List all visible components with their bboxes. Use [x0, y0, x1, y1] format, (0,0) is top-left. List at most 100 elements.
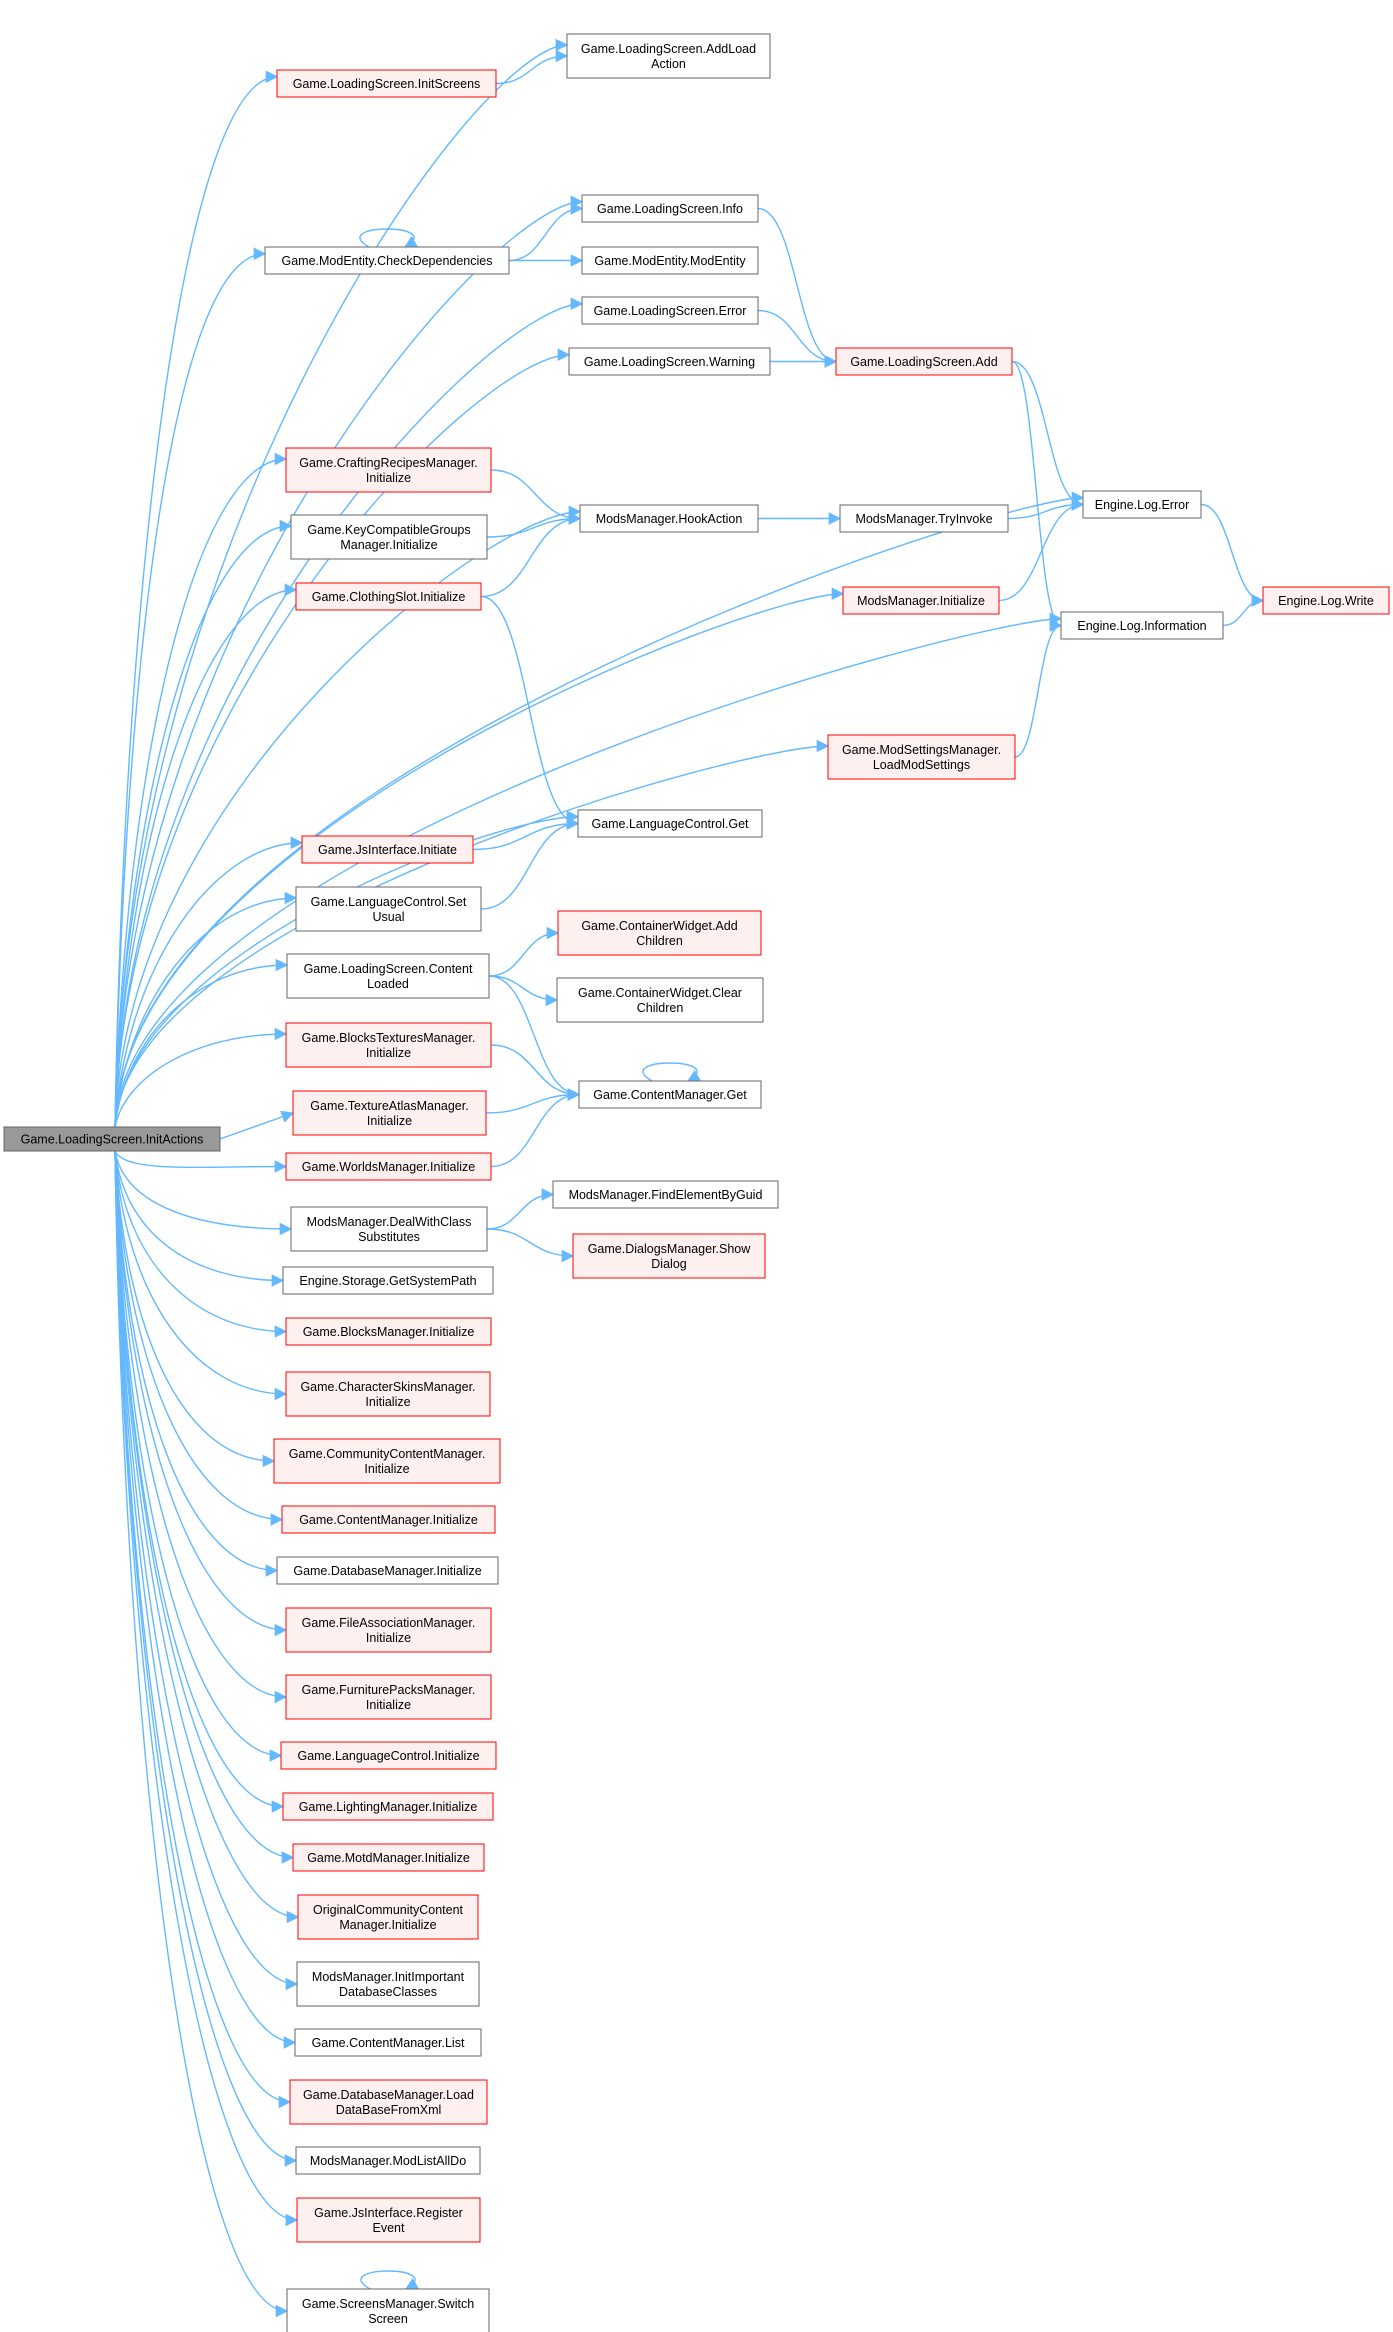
edge-modsInit-to-logError — [998, 498, 1085, 602]
edge-root-to-langInit — [114, 1150, 283, 1762]
node-box — [295, 582, 482, 611]
node-storage[interactable]: Engine.Storage.GetSystemPath — [282, 1266, 494, 1295]
edge-crafting-to-hookAction — [490, 469, 582, 525]
node-lsInfo[interactable]: Game.LoadingScreen.Info — [581, 194, 759, 223]
edge-lsInfo-to-lsAdd — [757, 207, 838, 368]
node-label: Game.LoadingScreen.Info — [597, 202, 743, 216]
node-lsAdd[interactable]: Game.LoadingScreen.Add — [835, 347, 1013, 376]
node-label: LoadModSettings — [873, 758, 970, 772]
node-modEntity[interactable]: Game.ModEntity.ModEntity — [581, 246, 759, 275]
node-label: Game.JsInterface.Initiate — [318, 843, 457, 857]
node-box — [568, 347, 771, 376]
edge-root-to-contentLoaded — [114, 958, 289, 1128]
node-blocksTex[interactable]: Game.BlocksTexturesManager.Initialize — [285, 1022, 492, 1068]
node-cmInit[interactable]: Game.ContentManager.Initialize — [281, 1505, 496, 1534]
node-box — [579, 504, 759, 533]
node-box — [281, 1505, 496, 1534]
edge-checkDeps-to-checkDeps — [359, 228, 418, 248]
node-box — [581, 296, 759, 325]
node-initScreens[interactable]: Game.LoadingScreen.InitScreens — [276, 69, 497, 98]
node-label: ModsManager.Initialize — [857, 594, 985, 608]
edge-contentLoaded-to-cwAdd — [488, 926, 560, 977]
edge-root-to-charSkins — [114, 1150, 288, 1401]
node-dbInit[interactable]: Game.DatabaseManager.Initialize — [276, 1556, 499, 1585]
node-origCommunity[interactable]: OriginalCommunityContentManager.Initiali… — [297, 1894, 479, 1940]
node-label: ModsManager.InitImportant — [312, 1970, 465, 1984]
node-label: Engine.Log.Write — [1278, 594, 1374, 608]
node-findGuid[interactable]: ModsManager.FindElementByGuid — [552, 1180, 779, 1209]
edge-root-to-logInfo — [114, 612, 1063, 1128]
node-keyCompat[interactable]: Game.KeyCompatibleGroupsManager.Initiali… — [290, 514, 488, 560]
edge-clothing-to-hookAction — [480, 512, 582, 598]
edge-root-to-keyCompat — [114, 519, 293, 1128]
node-label: Event — [373, 2221, 405, 2235]
edge-root-to-jsRegister — [114, 1150, 299, 2227]
node-hookAction[interactable]: ModsManager.HookAction — [579, 504, 759, 533]
node-modListAll[interactable]: ModsManager.ModListAllDo — [295, 2146, 481, 2175]
node-label: Game.LoadingScreen.Warning — [584, 355, 755, 369]
node-texAtlas[interactable]: Game.TextureAtlasManager.Initialize — [292, 1090, 487, 1136]
node-logError[interactable]: Engine.Log.Error — [1082, 490, 1202, 519]
node-root[interactable]: Game.LoadingScreen.InitActions — [3, 1126, 221, 1152]
node-label: ModsManager.DealWithClass — [307, 1215, 472, 1229]
node-label: Substitutes — [358, 1230, 420, 1244]
edge-lsError-to-lsAdd — [757, 309, 838, 368]
node-modSettings[interactable]: Game.ModSettingsManager.LoadModSettings — [827, 734, 1016, 780]
node-label: Game.FileAssociationManager. — [302, 1616, 476, 1630]
node-cmGet[interactable]: Game.ContentManager.Get — [578, 1080, 762, 1109]
node-box — [842, 586, 1000, 615]
edge-blocksTex-to-cmGet — [490, 1044, 581, 1101]
node-label: Game.ClothingSlot.Initialize — [312, 590, 466, 604]
node-box — [286, 953, 490, 999]
node-tryInvoke[interactable]: ModsManager.TryInvoke — [839, 504, 1009, 533]
node-worlds[interactable]: Game.WorldsManager.Initialize — [285, 1152, 492, 1181]
node-label: Game.DatabaseManager.Initialize — [293, 1564, 481, 1578]
node-box — [286, 2288, 490, 2332]
node-clothing[interactable]: Game.ClothingSlot.Initialize — [295, 582, 482, 611]
node-langInit[interactable]: Game.LanguageControl.Initialize — [280, 1741, 497, 1770]
node-box — [296, 2197, 481, 2243]
edge-root-to-cmInit — [114, 1150, 284, 1526]
node-box — [285, 1674, 492, 1720]
node-blocksMgr[interactable]: Game.BlocksManager.Initialize — [285, 1317, 492, 1346]
node-label: Game.ScreensManager.Switch — [302, 2297, 474, 2311]
edge-root-to-checkDeps — [114, 247, 267, 1128]
node-cmList[interactable]: Game.ContentManager.List — [294, 2028, 482, 2057]
node-community[interactable]: Game.CommunityContentManager.Initialize — [273, 1438, 501, 1484]
node-logWrite[interactable]: Engine.Log.Write — [1262, 586, 1390, 615]
node-fileAssoc[interactable]: Game.FileAssociationManager.Initialize — [285, 1607, 492, 1653]
node-lsWarning[interactable]: Game.LoadingScreen.Warning — [568, 347, 771, 376]
node-label: ModsManager.FindElementByGuid — [569, 1188, 763, 1202]
node-crafting[interactable]: Game.CraftingRecipesManager.Initialize — [285, 447, 492, 493]
node-langGet[interactable]: Game.LanguageControl.Get — [577, 809, 763, 838]
node-motd[interactable]: Game.MotdManager.Initialize — [292, 1843, 485, 1872]
node-charSkins[interactable]: Game.CharacterSkinsManager.Initialize — [285, 1371, 491, 1417]
node-modsInit[interactable]: ModsManager.Initialize — [842, 586, 1000, 615]
node-furniture[interactable]: Game.FurniturePacksManager.Initialize — [285, 1674, 492, 1720]
node-label: Game.ContentManager.Initialize — [299, 1513, 478, 1527]
node-label: ModsManager.ModListAllDo — [310, 2154, 466, 2168]
node-label: Game.ContainerWidget.Clear — [578, 986, 742, 1000]
node-checkDeps[interactable]: Game.ModEntity.CheckDependencies — [264, 246, 510, 275]
node-lighting[interactable]: Game.LightingManager.Initialize — [282, 1792, 494, 1821]
edge-root-to-community — [114, 1150, 276, 1468]
node-box — [292, 1843, 485, 1872]
node-lsError[interactable]: Game.LoadingScreen.Error — [581, 296, 759, 325]
node-box — [566, 33, 771, 79]
node-box — [556, 977, 764, 1023]
node-logInfo[interactable]: Engine.Log.Information — [1060, 611, 1224, 640]
node-label: Game.WorldsManager.Initialize — [302, 1160, 476, 1174]
node-jsInit[interactable]: Game.JsInterface.Initiate — [301, 835, 474, 864]
edge-root-to-dbInit — [114, 1150, 279, 1577]
